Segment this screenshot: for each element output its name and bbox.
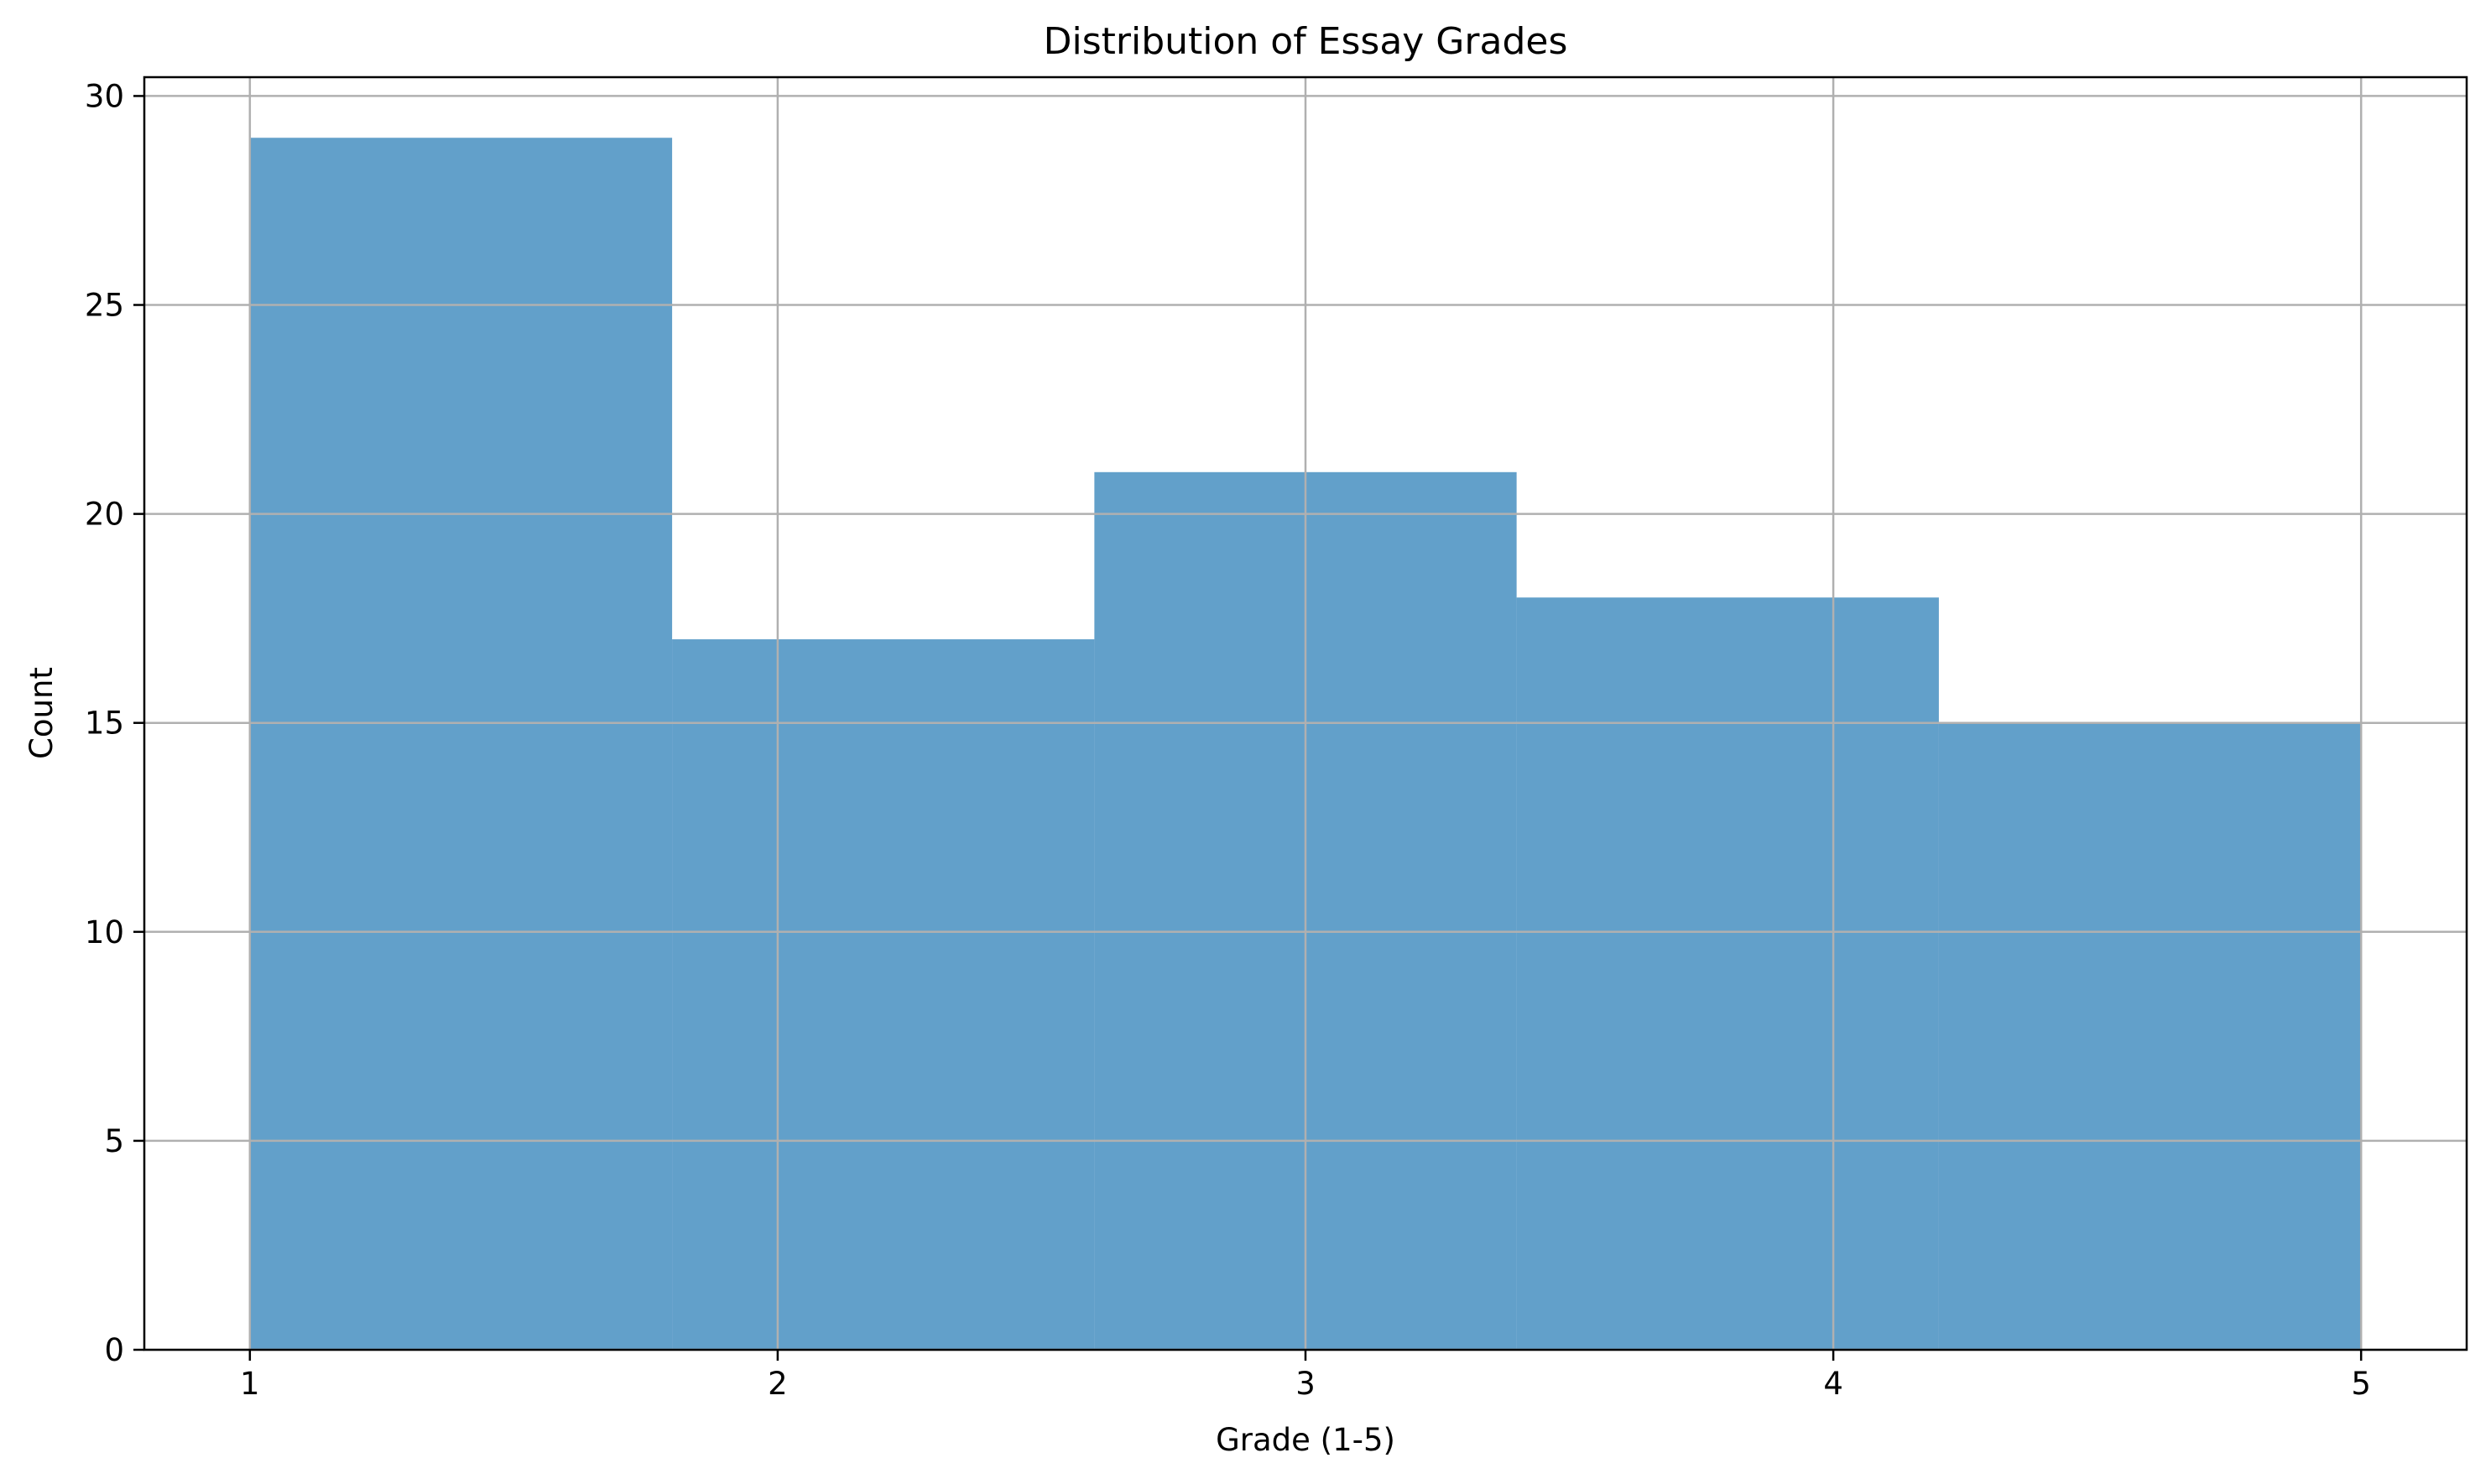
x-tick-label: 1 [240, 1366, 260, 1402]
y-tick-label: 20 [85, 497, 124, 533]
x-tick-label: 2 [768, 1366, 788, 1402]
y-tick-label: 5 [104, 1123, 124, 1159]
y-axis-label: Count [23, 667, 60, 759]
histogram-bar-1 [249, 138, 673, 1351]
histogram-bar-5 [1938, 722, 2362, 1350]
x-tick-label: 3 [1295, 1366, 1316, 1402]
x-axis-ticks: 1 2 3 4 5 [240, 1350, 2371, 1402]
x-tick-label: 5 [2351, 1366, 2371, 1402]
histogram-bar-4 [1516, 597, 1939, 1350]
y-axis-ticks: 0 5 10 15 20 25 30 [85, 78, 144, 1368]
y-tick-label: 25 [85, 288, 124, 324]
y-tick-label: 30 [85, 78, 124, 114]
x-tick-label: 4 [1823, 1366, 1843, 1402]
y-tick-label: 15 [85, 706, 124, 742]
histogram-bar-2 [672, 639, 1095, 1350]
chart-title: Distribution of Essay Grades [1044, 20, 1568, 63]
y-tick-label: 0 [104, 1332, 124, 1368]
x-axis-label: Grade (1-5) [1216, 1422, 1395, 1458]
y-tick-label: 10 [85, 914, 124, 950]
